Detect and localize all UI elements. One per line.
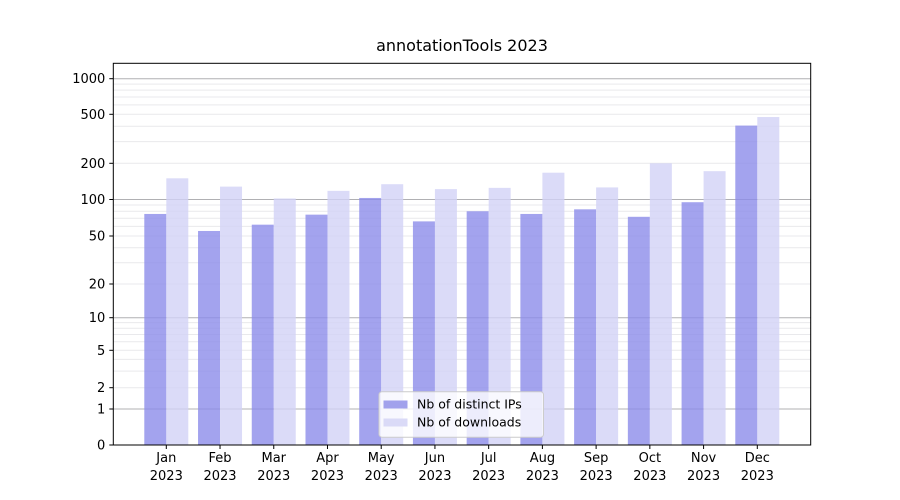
bar-nov-downloads (703, 171, 726, 445)
x-tick-label-month: Aug (530, 451, 555, 466)
bar-jan-ips (144, 213, 167, 445)
y-tick-label: 20 (89, 278, 106, 293)
bar-apr-downloads (327, 190, 350, 445)
x-tick-label-year: 2023 (741, 469, 774, 484)
bar-aug-ips (520, 213, 543, 445)
bar-jul-ips (466, 211, 489, 445)
legend-label-ips: Nb of distinct IPs (417, 397, 522, 412)
legend-box (378, 391, 544, 438)
x-axis: Jan 2023 Feb 2023 Mar 2023 Apr 2023 May 2023 Jun 20… (150, 445, 774, 484)
bar-sep-ips (574, 209, 597, 445)
bar-nov-ips (681, 202, 704, 445)
bar-jul-downloads (488, 187, 511, 446)
bar-sep-downloads (596, 187, 619, 445)
plot-border (112, 62, 812, 446)
series-nb-of-distinct-ips (144, 125, 758, 446)
series-nb-of-downloads (166, 117, 780, 446)
x-tick-label-month: Dec (745, 451, 770, 466)
x-tick-label-year: 2023 (365, 469, 398, 484)
x-tick-label-month: Jun (424, 451, 445, 466)
chart-title: annotationTools 2023 (376, 36, 548, 55)
x-tick-label-month: Nov (691, 451, 717, 466)
bar-oct-ips (627, 216, 650, 445)
x-tick-label-month: Jul (480, 451, 497, 466)
y-tick-label: 100 (80, 193, 105, 208)
bar-feb-downloads (220, 186, 243, 445)
bar-jun-ips (412, 221, 435, 445)
legend: Nb of distinct IPs Nb of downloads (378, 391, 544, 438)
y-tick-label: 5 (97, 344, 105, 359)
bar-mar-downloads (273, 198, 296, 445)
x-tick-label-month: Sep (584, 451, 609, 466)
x-tick-label-year: 2023 (257, 469, 290, 484)
x-tick-label-month: Jan (155, 451, 176, 466)
x-tick-label-month: May (368, 451, 395, 466)
x-tick-label-year: 2023 (418, 469, 451, 484)
y-tick-label: 1000 (72, 72, 105, 87)
legend-label-downloads: Nb of downloads (417, 415, 521, 430)
x-tick-label-month: Oct (639, 451, 661, 466)
bar-feb-ips (198, 230, 221, 445)
x-tick-label-month: Apr (316, 451, 339, 466)
x-tick-label-year: 2023 (472, 469, 505, 484)
bar-dec-ips (735, 125, 758, 446)
x-tick-label-year: 2023 (633, 469, 666, 484)
legend-swatch-downloads (383, 418, 408, 427)
x-tick-label-year: 2023 (526, 469, 559, 484)
bar-dec-downloads (757, 117, 780, 446)
bar-jan-downloads (166, 178, 189, 446)
bar-mar-ips (251, 224, 274, 445)
bar-may-downloads (381, 184, 404, 446)
y-tick-label: 0 (97, 439, 105, 454)
x-tick-label-year: 2023 (580, 469, 613, 484)
y-tick-label: 50 (89, 230, 106, 245)
bars (144, 117, 780, 446)
bar-may-ips (359, 197, 382, 445)
x-tick-label-month: Feb (209, 451, 232, 466)
y-axis: 0 1 2 5 10 20 50 100 200 500 1000 (72, 72, 114, 454)
y-tick-label: 2 (97, 381, 105, 396)
y-tick-label: 500 (80, 108, 105, 123)
bar-aug-downloads (542, 172, 565, 445)
legend-swatch-ips (383, 400, 408, 409)
axes-spines (112, 62, 812, 446)
y-tick-label: 10 (89, 311, 106, 326)
bar-oct-downloads (649, 163, 672, 446)
y-tick-label: 1 (97, 403, 105, 418)
x-tick-label-year: 2023 (203, 469, 236, 484)
x-tick-label-month: Mar (261, 451, 286, 466)
x-tick-label-year: 2023 (687, 469, 720, 484)
bar-apr-ips (305, 214, 328, 445)
y-tick-label: 200 (80, 157, 105, 172)
bar-jun-downloads (434, 189, 457, 445)
x-tick-label-year: 2023 (311, 469, 344, 484)
x-tick-label-year: 2023 (150, 469, 183, 484)
